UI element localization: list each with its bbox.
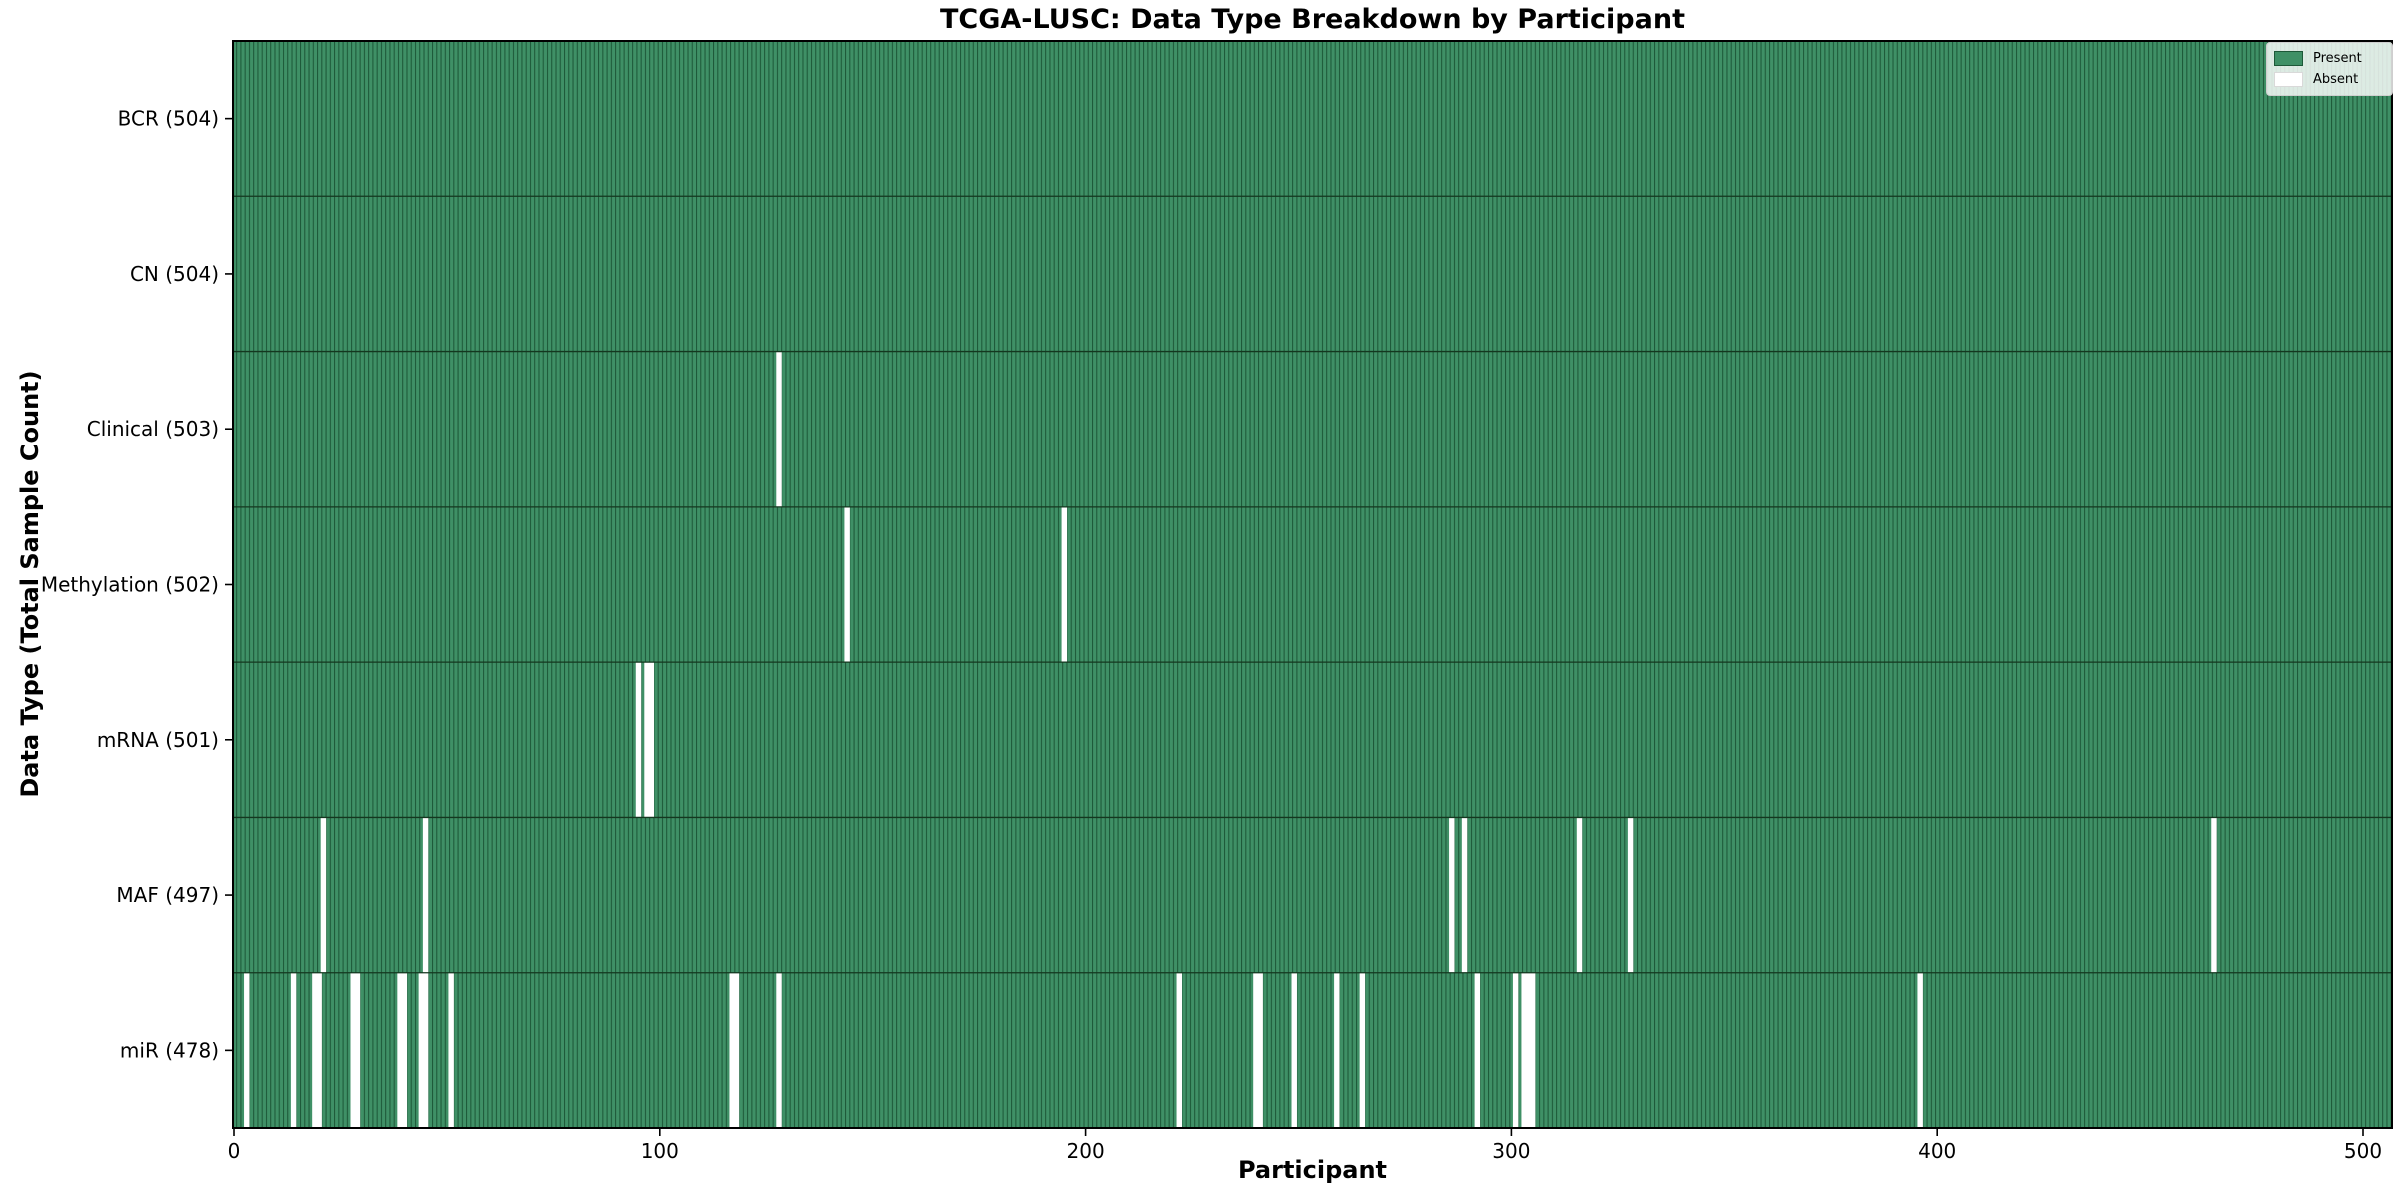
absent-bar bbox=[1521, 972, 1527, 1128]
x-tick-label: 400 bbox=[1918, 1139, 1956, 1163]
legend-present-label: Present bbox=[2313, 51, 2362, 66]
absent-bar bbox=[1529, 972, 1536, 1128]
absent-bar bbox=[1512, 972, 1519, 1128]
legend-entry-absent: Absent bbox=[2274, 72, 2384, 87]
absent-bar bbox=[1253, 972, 1259, 1128]
absent-bar bbox=[418, 972, 425, 1128]
absent-bar bbox=[635, 662, 642, 818]
legend-entry-present: Present bbox=[2274, 51, 2384, 66]
absent-bar bbox=[1525, 972, 1532, 1128]
y-tick-label: mRNA (501) bbox=[97, 728, 219, 752]
y-tick-label: Clinical (503) bbox=[87, 417, 219, 441]
absent-bar bbox=[422, 972, 429, 1128]
absent-bar bbox=[1449, 817, 1455, 973]
y-tick-label: MAF (497) bbox=[116, 883, 219, 907]
chart-title: TCGA-LUSC: Data Type Breakdown by Partic… bbox=[940, 4, 1685, 35]
absent-bar bbox=[1334, 972, 1340, 1128]
absent-bar bbox=[312, 972, 318, 1128]
present-bars-field bbox=[233, 41, 2392, 1128]
y-tick-label: CN (504) bbox=[130, 262, 219, 286]
absent-bar bbox=[1176, 972, 1183, 1128]
absent-bar bbox=[776, 351, 782, 507]
absent-bar bbox=[320, 817, 327, 973]
legend-absent-label: Absent bbox=[2313, 72, 2359, 87]
absent-bar bbox=[1359, 972, 1366, 1128]
x-tick-label: 300 bbox=[1492, 1139, 1530, 1163]
absent-bar bbox=[1257, 972, 1263, 1128]
absent-bar bbox=[1627, 817, 1634, 973]
legend-present-swatch bbox=[2274, 51, 2303, 66]
absent-bar bbox=[448, 972, 454, 1128]
absent-bar bbox=[316, 972, 322, 1128]
absent-bar bbox=[1917, 972, 1923, 1128]
absent-bar bbox=[422, 817, 429, 973]
y-tick-label: BCR (504) bbox=[118, 107, 219, 131]
absent-bar bbox=[644, 662, 650, 818]
absent-bar bbox=[397, 972, 403, 1128]
absent-bar bbox=[244, 972, 250, 1128]
absent-bar bbox=[2211, 817, 2217, 973]
x-tick-label: 200 bbox=[1067, 1139, 1105, 1163]
absent-bar bbox=[1474, 972, 1481, 1128]
absent-bar bbox=[401, 972, 408, 1128]
x-axis-label: Participant bbox=[1237, 1156, 1388, 1184]
absent-bar bbox=[1291, 972, 1297, 1128]
absent-bar bbox=[733, 972, 740, 1128]
absent-bar bbox=[1061, 506, 1068, 663]
absent-bar bbox=[290, 972, 297, 1128]
y-tick-label: miR (478) bbox=[120, 1038, 219, 1062]
absent-bar bbox=[729, 972, 735, 1128]
absent-bar bbox=[844, 506, 850, 663]
x-tick-label: 500 bbox=[2344, 1139, 2382, 1163]
absent-bar bbox=[350, 972, 356, 1128]
legend-absent-swatch bbox=[2274, 72, 2303, 87]
absent-bar bbox=[1576, 817, 1583, 973]
absent-bar bbox=[648, 662, 655, 818]
x-tick-label: 100 bbox=[641, 1139, 679, 1163]
legend: Present Absent bbox=[2266, 42, 2393, 96]
y-tick-label: Methylation (502) bbox=[41, 573, 219, 597]
x-tick-label: 0 bbox=[228, 1139, 241, 1163]
absent-bar bbox=[1461, 817, 1468, 973]
absent-bar bbox=[776, 972, 782, 1128]
absent-bar bbox=[354, 972, 361, 1128]
